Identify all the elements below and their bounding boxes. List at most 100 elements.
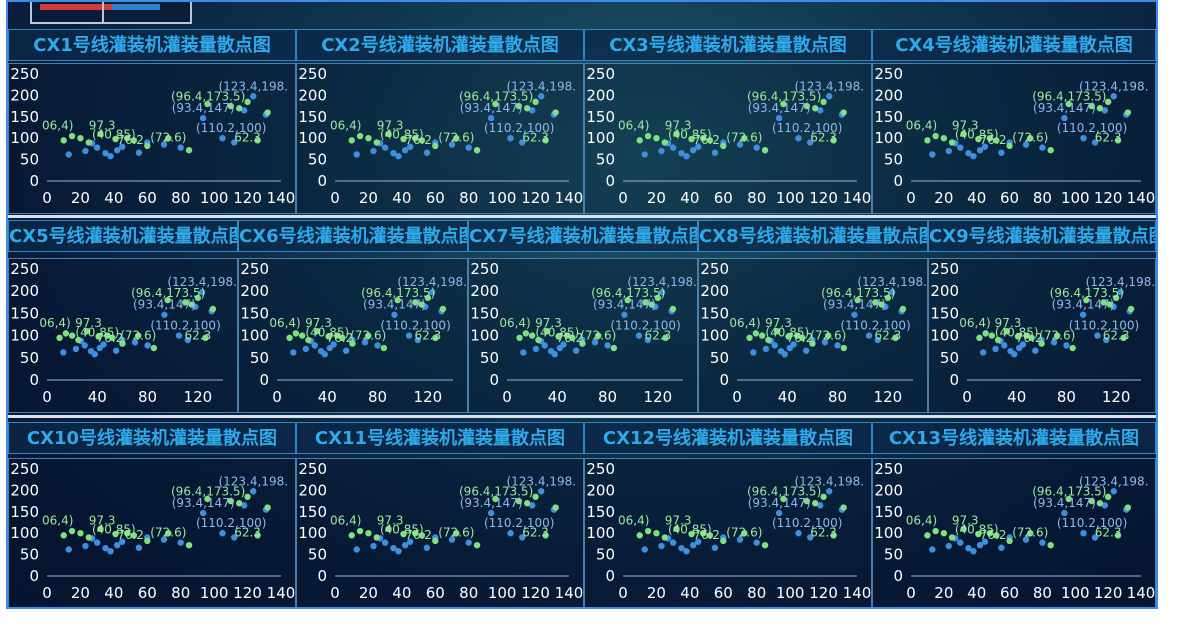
- point-label: (72.6): [150, 526, 186, 540]
- scatter-point: [102, 544, 109, 552]
- y-tick-label: 150: [298, 503, 327, 521]
- scatter-point: [830, 532, 837, 539]
- point-label: 97.3: [377, 514, 404, 528]
- x-tick-label: 20: [71, 189, 90, 207]
- point-label: 62.3: [414, 328, 441, 342]
- scatter-point: [825, 332, 832, 339]
- scatter-point: [762, 345, 770, 353]
- scatter-point: [888, 288, 896, 296]
- point-label: (123.4,198.: [627, 275, 697, 289]
- x-tick-label: 40: [392, 584, 411, 602]
- x-tick-label: 100: [200, 189, 229, 207]
- scatter-point: [60, 349, 67, 356]
- point-label: (72.6): [1012, 526, 1048, 540]
- x-tick-label: 100: [1061, 584, 1090, 602]
- scatter-point: [1114, 532, 1122, 539]
- x-tick-label: 60: [1000, 584, 1019, 602]
- point-label: (110.2,100): [196, 516, 266, 530]
- scatter-point: [114, 541, 121, 549]
- scatter-point: [370, 542, 377, 550]
- point-label: 62.3: [184, 328, 211, 342]
- x-tick-label: 140: [843, 584, 871, 602]
- company-logo: [30, 2, 192, 24]
- scatter-point: [803, 497, 811, 505]
- scatter-point: [976, 334, 983, 342]
- scatter-point: [700, 135, 707, 142]
- x-tick-label: 140: [267, 584, 295, 602]
- y-tick-label: 0: [29, 371, 39, 389]
- scatter-point: [960, 525, 967, 533]
- scatter-point: [231, 534, 238, 541]
- scatter-point: [794, 332, 801, 339]
- point-label: (72.6): [350, 328, 386, 342]
- x-tick-label: 120: [874, 388, 903, 406]
- point-label: (93.4,147): [593, 298, 656, 312]
- scatter-point: [1083, 296, 1090, 304]
- scatter-point: [85, 139, 92, 146]
- scatter-point: [1022, 536, 1030, 543]
- scatter-point: [321, 351, 328, 358]
- scatter-point: [339, 334, 346, 342]
- scatter-point: [1114, 137, 1122, 144]
- scatter-point: [135, 332, 142, 339]
- scatter-point: [81, 342, 88, 349]
- chart-panel-cx3: CX3号线灌装机灌装量散点图 0 50 100 150 200 250 0 20 40 60 80 1…: [584, 29, 872, 214]
- scatter-point: [1091, 139, 1099, 146]
- scatter-point: [1101, 107, 1109, 114]
- scatter-point: [529, 502, 536, 509]
- scatter-point: [160, 141, 168, 148]
- point-label: (93.4,147): [823, 298, 886, 312]
- x-tick-label: 120: [1102, 388, 1131, 406]
- scatter-point: [976, 541, 984, 549]
- scatter-point: [957, 539, 964, 546]
- x-tick-label: 0: [732, 388, 742, 406]
- scatter-point: [532, 493, 539, 501]
- scatter-point: [924, 137, 931, 144]
- point-label: 62.3: [1095, 526, 1122, 540]
- scatter-point: [244, 493, 251, 501]
- scatter-point: [528, 332, 536, 339]
- scatter-point: [874, 336, 881, 344]
- y-tick-label: 150: [10, 108, 39, 126]
- scatter-point: [741, 135, 748, 142]
- point-label: 06,4): [330, 119, 361, 133]
- y-tick-label: 250: [10, 460, 39, 478]
- x-tick-label: 0: [272, 388, 282, 406]
- scatter-point: [428, 288, 436, 296]
- scatter-point: [165, 135, 172, 142]
- x-tick-label: 60: [714, 584, 733, 602]
- point-label: 76.2: [117, 133, 144, 147]
- scatter-point: [334, 332, 341, 339]
- scatter-point: [418, 301, 425, 308]
- y-tick-label: 200: [10, 282, 39, 300]
- y-tick-label: 200: [930, 282, 959, 300]
- y-tick-label: 100: [10, 129, 39, 147]
- x-tick-label: 120: [521, 189, 550, 207]
- scatter-point: [204, 495, 211, 503]
- x-tick-label: 0: [502, 388, 512, 406]
- scatter-point: [487, 509, 495, 517]
- dashboard-board: CX1号线灌装机灌装量散点图 0 50 100 150 200 250 0 20 40 60 80 1…: [6, 0, 1158, 609]
- point-label: (40,85): [955, 128, 999, 142]
- scatter-point: [981, 538, 989, 545]
- point-label: 76.2: [96, 331, 123, 345]
- scatter-point: [227, 497, 235, 505]
- x-tick-label: 100: [200, 584, 229, 602]
- scatter-point: [194, 294, 202, 302]
- scatter-point: [1019, 341, 1027, 348]
- chart-title: CX13号线灌装机灌装量散点图: [872, 422, 1156, 454]
- point-label: 76.2: [117, 528, 144, 542]
- scatter-point: [945, 147, 952, 155]
- scatter-point: [161, 311, 168, 318]
- scatter-point: [515, 102, 523, 110]
- scatter-point: [746, 334, 753, 342]
- scatter-point: [1110, 488, 1117, 495]
- scatter-point: [465, 144, 472, 151]
- scatter-point: [124, 530, 131, 537]
- chart-title: CX11号线灌装机灌装量散点图: [296, 422, 584, 454]
- scatter-point: [924, 532, 931, 539]
- scatter-point: [988, 332, 996, 339]
- point-label: (40,85): [668, 128, 712, 142]
- scatter-point: [1028, 334, 1035, 342]
